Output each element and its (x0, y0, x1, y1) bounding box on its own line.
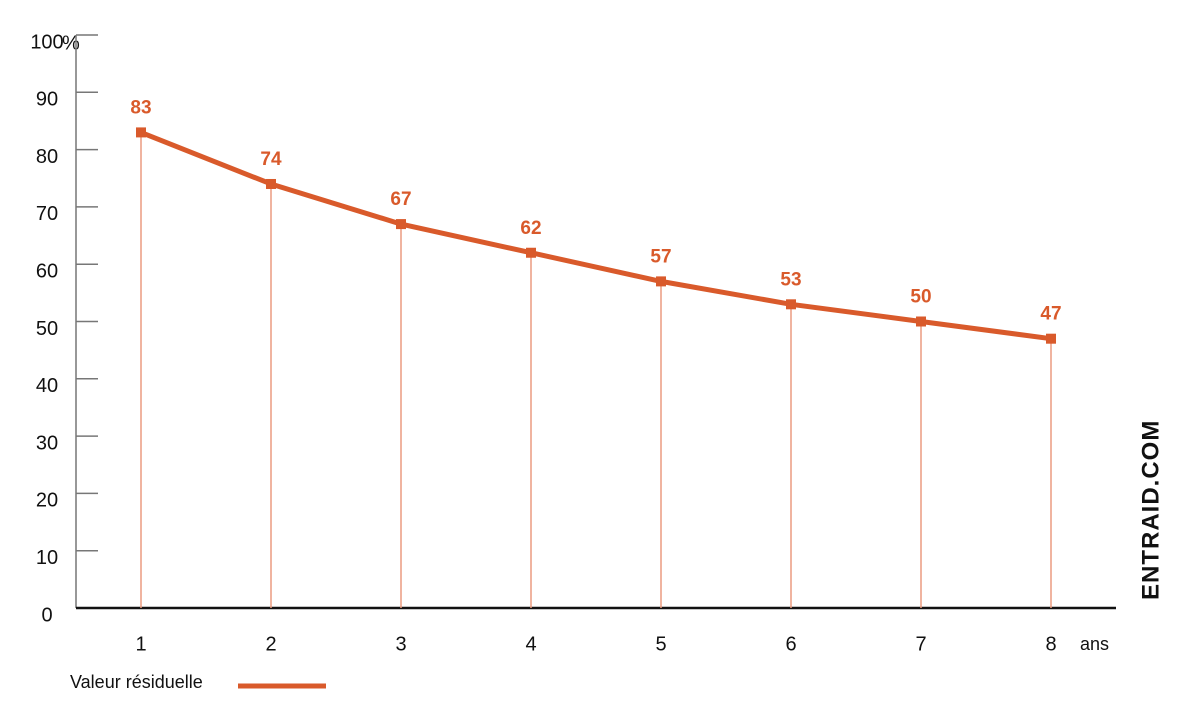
marker (1046, 333, 1056, 344)
data-label: 57 (650, 246, 671, 267)
y-tick-label: 30 (36, 432, 58, 454)
y-tick-label: 10 (36, 547, 58, 569)
data-label: 50 (910, 287, 931, 308)
y-tick-label: 0 (41, 604, 52, 626)
marker (526, 247, 536, 258)
x-tick-label: 2 (265, 633, 276, 655)
x-tick-label: 6 (785, 633, 796, 655)
y-tick-label: 40 (36, 375, 58, 397)
data-label: 83 (130, 97, 151, 118)
data-label: 67 (390, 189, 411, 210)
marker (916, 316, 926, 327)
y-tick-label: 90 (36, 89, 58, 111)
marker (136, 127, 146, 138)
y-tick-label: 60 (36, 260, 58, 282)
marker (656, 276, 666, 287)
y-tick-label: 80 (36, 146, 58, 168)
y-tick-label: 50 (36, 318, 58, 340)
data-label: 74 (260, 149, 282, 170)
x-tick-label: 3 (395, 633, 406, 655)
y-tick-label: 70 (36, 203, 58, 225)
x-tick-label: 1 (135, 633, 146, 655)
x-tick-label: 5 (655, 633, 666, 655)
x-tick-label: 8 (1045, 633, 1056, 655)
x-tick-label: 4 (525, 633, 536, 655)
legend-label: Valeur résiduelle (70, 672, 203, 692)
marker (786, 299, 796, 310)
series-line (140, 130, 1052, 342)
x-tick-label: 7 (915, 633, 926, 655)
data-label: 47 (1040, 304, 1061, 325)
marker (396, 219, 406, 230)
x-axis-label: ans (1080, 634, 1109, 654)
data-label: 53 (780, 269, 801, 290)
y-tick-label: 100 (30, 31, 63, 53)
marker (266, 178, 276, 189)
y-tick-label: 20 (36, 490, 58, 512)
watermark: ENTRAID.COM (1137, 420, 1164, 600)
data-label: 62 (520, 218, 541, 239)
